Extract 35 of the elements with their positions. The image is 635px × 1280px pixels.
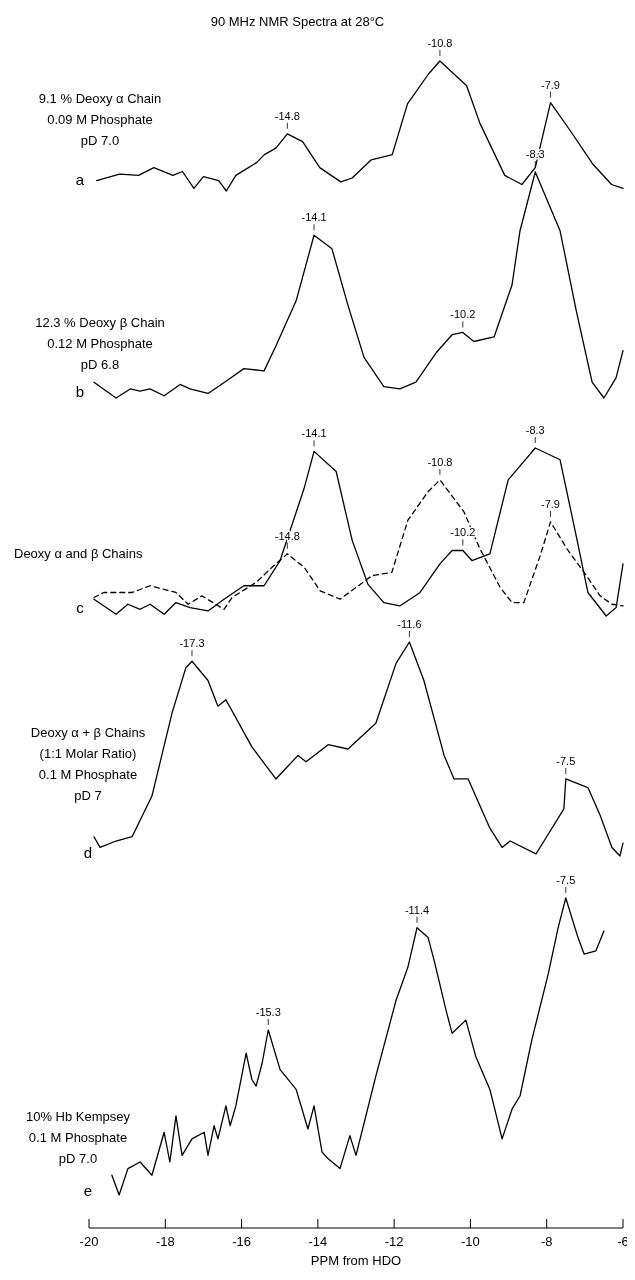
annotation: -14.1 xyxy=(301,427,327,440)
annotation: -14.8 xyxy=(274,109,300,122)
x-tick-label: -20 xyxy=(79,1234,99,1249)
annotation: -8.3 xyxy=(525,424,545,436)
text: 10% Hb Kempsey 0.1 M Phosphate pD 7.0 xyxy=(25,1109,131,1166)
text: Deoxy α and β Chains xyxy=(14,546,143,561)
annotation: -11.4 xyxy=(404,903,430,916)
annotation: -10.8 xyxy=(427,37,453,49)
text: 12.3 % Deoxy β Chain 0.12 M Phosphate pD 6.8 xyxy=(35,315,165,372)
annotation: -7.5 xyxy=(556,754,576,767)
text: d xyxy=(83,844,93,861)
x-axis-title: PPM from HDO xyxy=(310,1253,402,1268)
text: Deoxy α + β Chains (1:1 Molar Ratio) 0.1 M Phosphate pD 7 xyxy=(30,725,146,803)
annotation: -15.3 xyxy=(255,1006,281,1018)
annotation: -7.9 xyxy=(541,497,561,510)
annotation: -7.9 xyxy=(541,78,561,91)
x-tick-label: -16 xyxy=(232,1234,251,1249)
x-tick-label: -12 xyxy=(384,1234,404,1249)
x-tick-label: -10 xyxy=(461,1234,480,1249)
text: a xyxy=(75,171,85,188)
x-tick-label: -14 xyxy=(308,1234,328,1249)
text: 9.1 % Deoxy α Chain 0.09 M Phosphate pD 7.0 xyxy=(38,91,162,148)
annotation: -14.1 xyxy=(301,211,327,224)
x-tick-label: -18 xyxy=(155,1234,175,1249)
text: 90 MHz NMR Spectra at 28°C xyxy=(210,14,385,29)
annotation: -7.5 xyxy=(556,874,576,886)
annotation: -11.6 xyxy=(397,618,422,630)
annotation: -10.2 xyxy=(450,308,476,321)
annotation: -10.2 xyxy=(450,526,476,539)
text: b xyxy=(75,383,85,400)
annotation: -10.8 xyxy=(427,455,453,468)
text: c xyxy=(76,599,85,616)
x-tick-label: -8 xyxy=(540,1234,553,1249)
text: e xyxy=(83,1182,93,1199)
annotation: -17.3 xyxy=(179,637,205,650)
